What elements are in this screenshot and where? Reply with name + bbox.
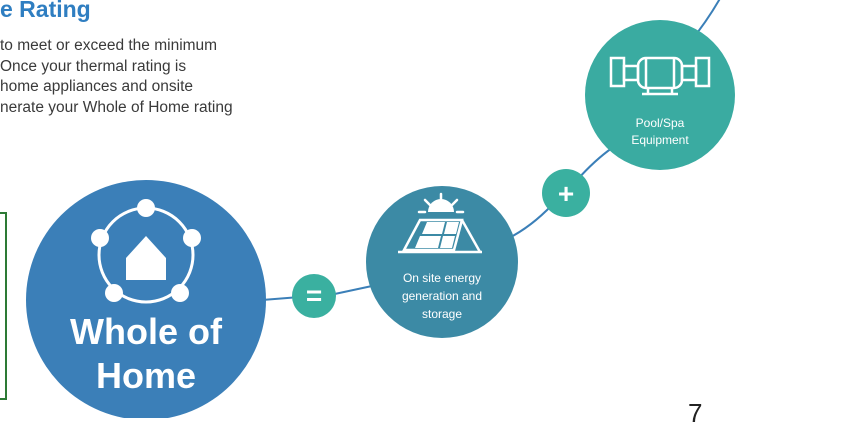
- equals-sign: =: [306, 280, 322, 311]
- home-network-icon: [91, 199, 201, 304]
- paragraph-line: home appliances and onsite: [0, 78, 194, 95]
- paragraph-line: nerate your Whole of Home rating: [0, 98, 233, 116]
- section-heading: e Rating: [0, 0, 91, 22]
- pool-spa-node: Pool/Spa Equipment: [585, 20, 735, 170]
- paragraph-line: to meet or exceed the minimum: [0, 37, 218, 54]
- rating-flow-diagram: Whole of Home = On site energy: [26, 0, 735, 418]
- connector-plus-to-pool: [576, 147, 613, 181]
- pool-pump-icon: [609, 56, 711, 96]
- on-site-energy-label-line1: On site energy: [403, 271, 481, 285]
- page-number: 7: [688, 398, 703, 428]
- on-site-energy-label-line3: storage: [422, 307, 462, 321]
- whole-of-home-label-line1: Whole of: [70, 311, 223, 352]
- intro-paragraph: to meet or exceed the minimum Once your …: [0, 36, 233, 118]
- whole-of-home-label-line2: Home: [96, 355, 196, 396]
- green-bordered-box: [0, 212, 7, 400]
- plus-sign: +: [558, 178, 574, 209]
- connector-equals-to-energy: [329, 285, 373, 296]
- paragraph-line: Once your thermal rating is: [0, 57, 187, 75]
- pool-spa-label-line2: Equipment: [631, 133, 689, 147]
- pool-spa-label-line1: Pool/Spa: [636, 116, 685, 130]
- solar-panel-icon: [398, 192, 482, 254]
- on-site-energy-label-line2: generation and: [402, 289, 482, 303]
- plus-operator: +: [542, 169, 590, 217]
- equals-operator: =: [292, 274, 336, 318]
- whole-of-home-node: Whole of Home: [26, 180, 266, 418]
- on-site-energy-node: On site energy generation and storage: [366, 186, 518, 338]
